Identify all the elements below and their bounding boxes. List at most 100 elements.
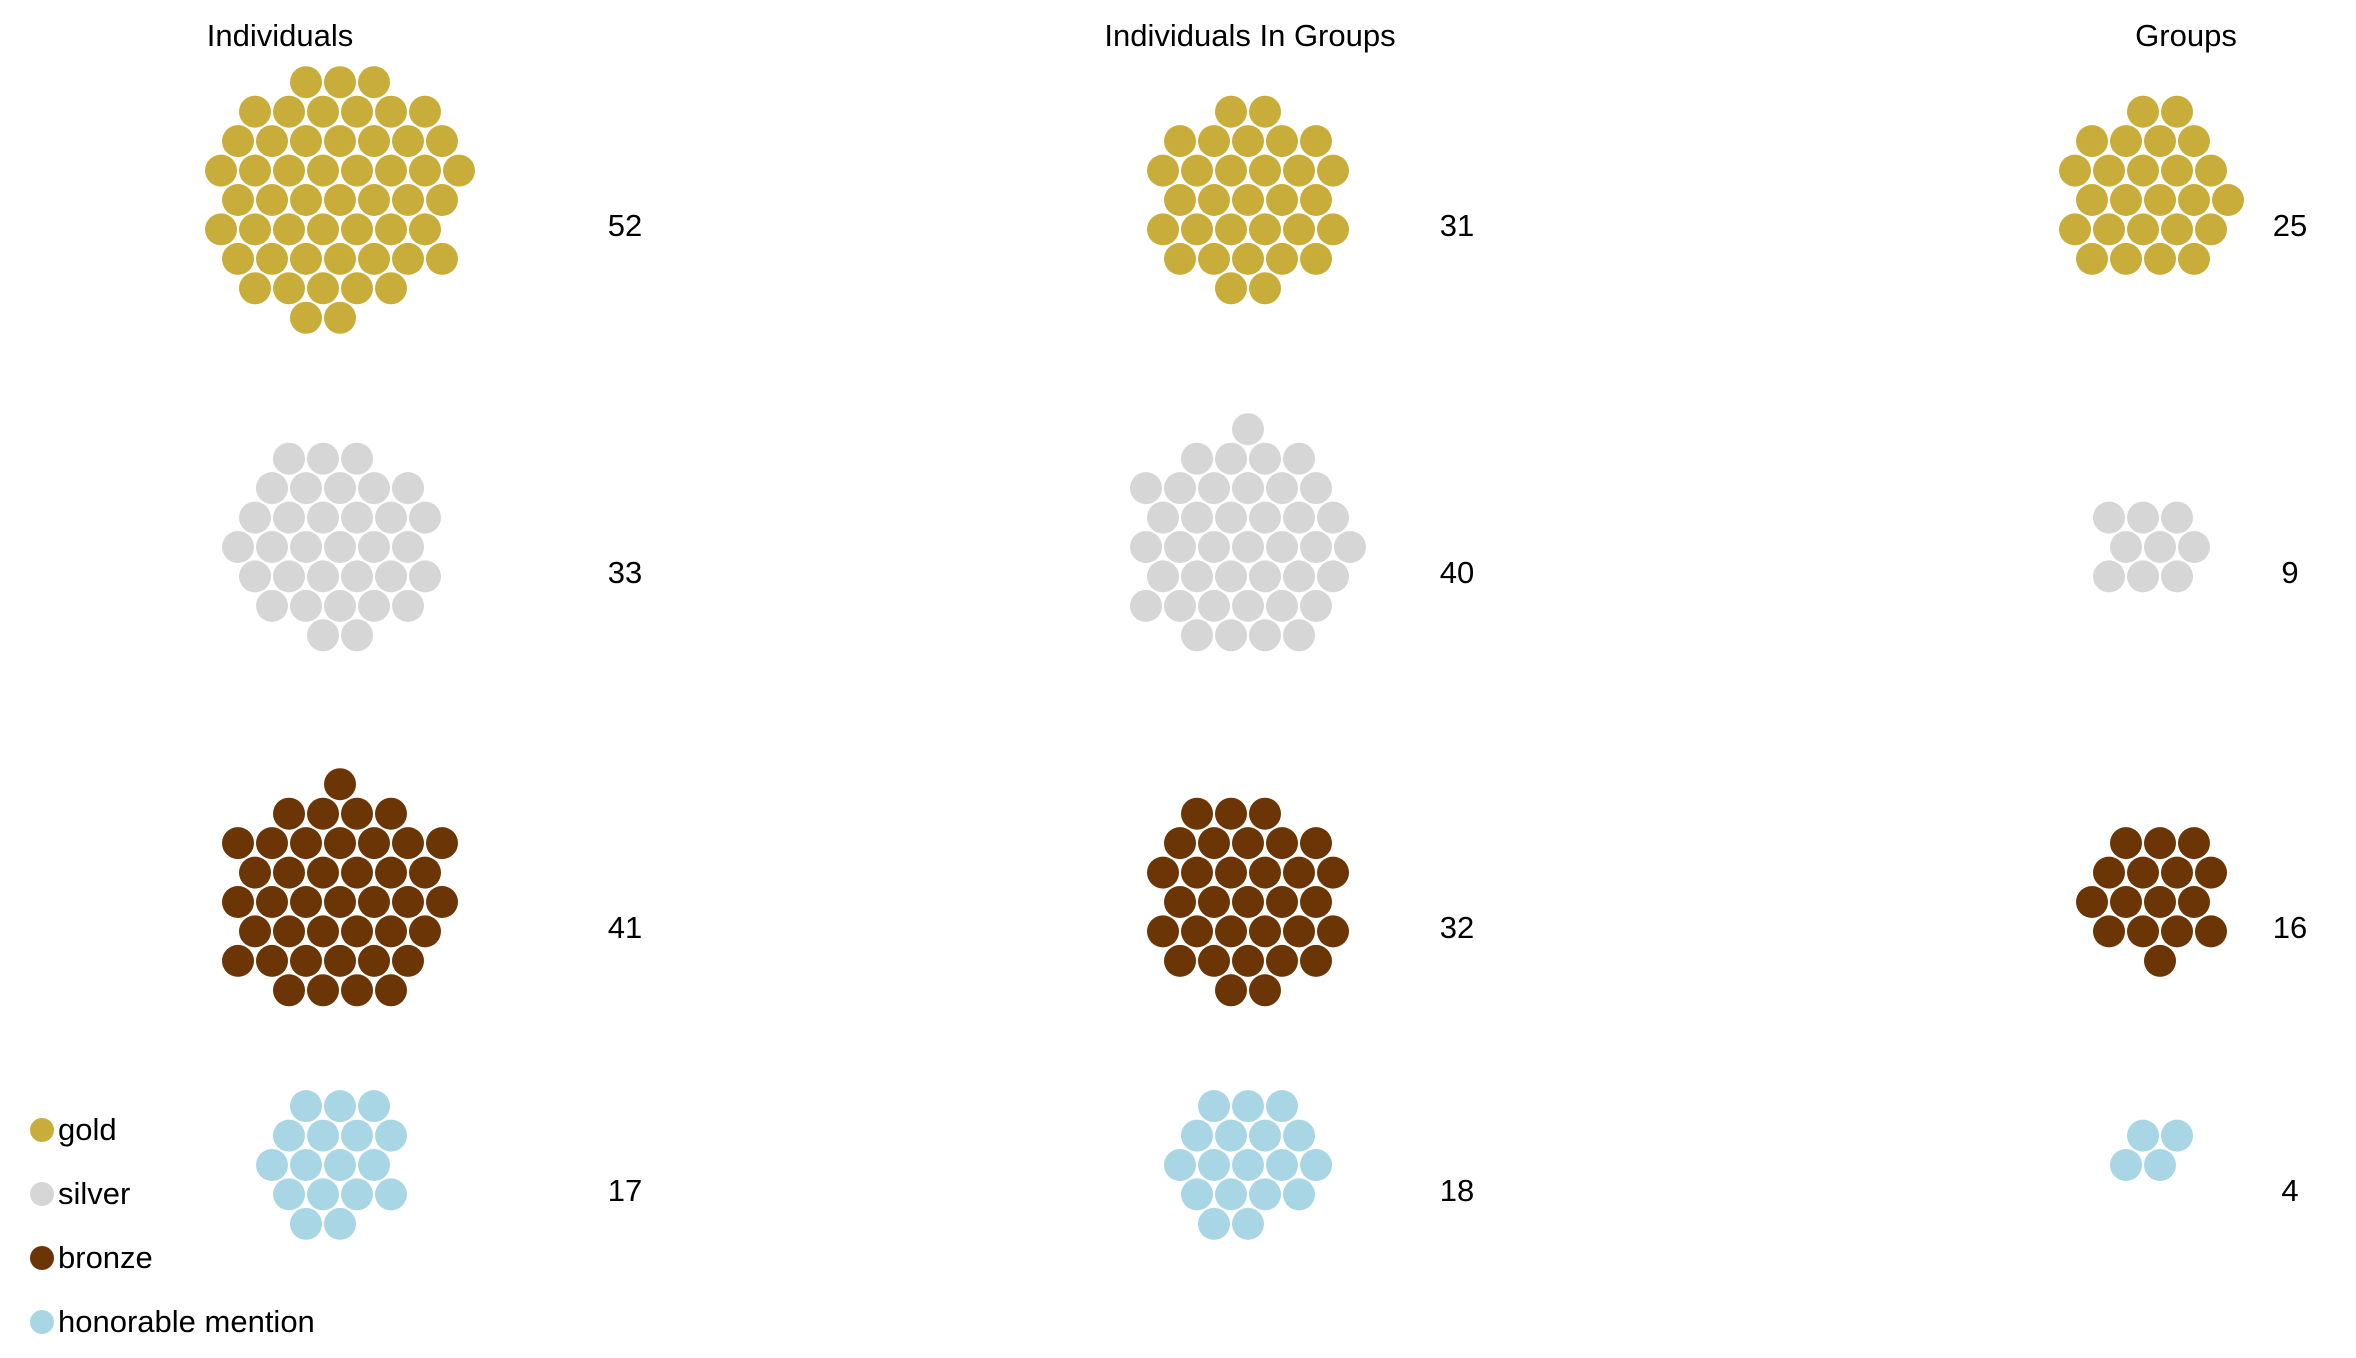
dot-gold: [341, 213, 373, 246]
legend-label-bronze: bronze: [58, 1240, 153, 1275]
dot-silver: [1181, 442, 1213, 475]
dot-bronze: [2076, 886, 2108, 918]
dot-bronze: [2178, 886, 2210, 918]
dot-honorable-mention: [1300, 1149, 1332, 1181]
dot-silver: [307, 619, 339, 652]
legend: gold silver bronze honorable mention: [30, 1112, 315, 1339]
cluster-gold-groups: [2059, 95, 2244, 275]
dot-silver: [375, 560, 407, 593]
dot-gold: [324, 184, 356, 216]
dot-gold: [1198, 242, 1230, 275]
dot-bronze: [341, 856, 373, 889]
dot-gold: [1249, 272, 1281, 305]
dot-honorable-mention: [290, 1149, 322, 1181]
count-label-silver-groups: 9: [2281, 555, 2298, 590]
dot-silver: [1215, 442, 1247, 475]
dot-silver: [256, 531, 288, 563]
dot-silver: [273, 442, 305, 475]
cluster-honorable-mention-individuals-in-groups: [1164, 1090, 1332, 1240]
dot-gold: [409, 213, 441, 246]
dot-bronze: [1164, 827, 1196, 860]
dot-bronze: [1317, 856, 1349, 889]
dot-gold: [375, 272, 407, 305]
dot-bronze: [1215, 797, 1247, 830]
dot-bronze: [239, 856, 271, 889]
dot-honorable-mention: [1283, 1178, 1315, 1211]
dot-gold: [341, 272, 373, 305]
count-labels: 52 31 25 33 40 9 41 32 16 17 18 4: [608, 208, 2307, 1208]
dot-gold: [2212, 184, 2244, 216]
dot-honorable-mention: [341, 1178, 373, 1211]
dot-gold: [1181, 213, 1213, 246]
dot-silver: [1283, 560, 1315, 593]
dot-bronze: [409, 856, 441, 889]
dot-gold: [273, 272, 305, 305]
dot-honorable-mention: [2144, 1149, 2176, 1181]
dot-silver: [1198, 589, 1230, 622]
dot-honorable-mention: [1198, 1090, 1230, 1123]
dot-bronze: [2161, 856, 2193, 889]
count-label-honorable-mention-individuals-in-groups: 18: [1440, 1173, 1474, 1208]
dot-bronze: [1300, 886, 1332, 918]
dot-gold: [1300, 125, 1332, 158]
dot-bronze: [375, 797, 407, 830]
dot-silver: [290, 531, 322, 563]
dot-silver: [1266, 472, 1298, 505]
dot-bronze: [1215, 915, 1247, 948]
dot-gold: [392, 242, 424, 275]
dot-gold: [409, 95, 441, 128]
dot-bronze: [1147, 915, 1179, 948]
dot-gold: [324, 242, 356, 275]
dot-gold: [2110, 125, 2142, 158]
dot-bronze: [392, 827, 424, 860]
dot-honorable-mention: [324, 1090, 356, 1123]
dot-bronze: [1181, 915, 1213, 948]
dot-silver: [1198, 472, 1230, 505]
dot-silver: [392, 531, 424, 563]
dot-gold: [222, 125, 254, 158]
dot-gold: [2093, 213, 2125, 246]
count-label-bronze-individuals-in-groups: 32: [1440, 910, 1474, 945]
count-label-bronze-groups: 16: [2273, 910, 2307, 945]
dot-gold: [2059, 154, 2091, 187]
dot-gold: [358, 125, 390, 158]
dot-bronze: [290, 886, 322, 918]
dot-gold: [375, 95, 407, 128]
dot-gold: [2127, 213, 2159, 246]
dot-gold: [1164, 184, 1196, 216]
legend-item-gold: gold: [30, 1112, 117, 1147]
dot-gold: [256, 125, 288, 158]
dot-gold: [1215, 154, 1247, 187]
dot-bronze: [2161, 915, 2193, 948]
dot-gold: [358, 66, 390, 99]
dot-gold: [222, 242, 254, 275]
dot-bronze: [392, 886, 424, 918]
dot-bronze: [1215, 856, 1247, 889]
dot-honorable-mention: [375, 1119, 407, 1152]
legend-swatch-bronze: [30, 1246, 54, 1270]
dot-silver: [1266, 531, 1298, 563]
dot-gold: [2161, 213, 2193, 246]
dot-bronze: [239, 915, 271, 948]
dot-silver: [1164, 472, 1196, 505]
dot-bronze: [2110, 827, 2142, 860]
dot-bronze: [341, 974, 373, 1007]
cluster-bronze-individuals: [222, 768, 458, 1007]
dot-gold: [392, 125, 424, 158]
dot-gold: [409, 154, 441, 187]
dot-silver: [1300, 589, 1332, 622]
dot-gold: [290, 301, 322, 334]
dot-gold: [1232, 184, 1264, 216]
dot-bronze: [290, 827, 322, 860]
column-title-individuals: Individuals: [207, 18, 353, 53]
dot-honorable-mention: [2161, 1119, 2193, 1152]
dot-honorable-mention: [1232, 1090, 1264, 1123]
dot-gold: [1249, 213, 1281, 246]
cluster-gold-individuals: [205, 66, 475, 334]
dot-gold: [205, 213, 237, 246]
dot-silver: [1130, 531, 1162, 563]
dot-gold: [1283, 154, 1315, 187]
dot-gold: [2161, 95, 2193, 128]
count-label-honorable-mention-individuals: 17: [608, 1173, 642, 1208]
dot-honorable-mention: [358, 1149, 390, 1181]
